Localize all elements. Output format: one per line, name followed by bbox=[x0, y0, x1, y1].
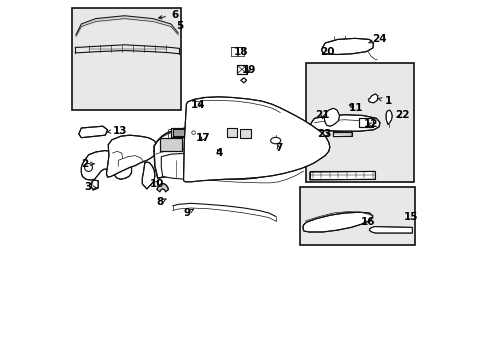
Text: 5: 5 bbox=[176, 21, 183, 31]
Polygon shape bbox=[241, 78, 246, 83]
Text: 10: 10 bbox=[149, 179, 163, 189]
Circle shape bbox=[84, 163, 92, 171]
Polygon shape bbox=[161, 153, 271, 179]
Polygon shape bbox=[202, 97, 211, 107]
Polygon shape bbox=[240, 129, 250, 138]
Polygon shape bbox=[321, 39, 373, 54]
Polygon shape bbox=[386, 110, 391, 125]
Text: 6: 6 bbox=[158, 10, 178, 20]
Text: 2: 2 bbox=[81, 159, 94, 169]
Text: 14: 14 bbox=[190, 100, 205, 111]
Text: 1: 1 bbox=[378, 96, 391, 106]
Polygon shape bbox=[91, 180, 98, 190]
Polygon shape bbox=[172, 129, 190, 135]
Text: 11: 11 bbox=[348, 103, 362, 113]
Text: 17: 17 bbox=[196, 133, 210, 143]
Polygon shape bbox=[358, 118, 372, 127]
Polygon shape bbox=[154, 126, 273, 178]
Polygon shape bbox=[226, 128, 237, 137]
Polygon shape bbox=[368, 226, 411, 233]
Polygon shape bbox=[160, 138, 182, 151]
Circle shape bbox=[191, 131, 195, 134]
Polygon shape bbox=[106, 135, 158, 177]
Text: 21: 21 bbox=[315, 111, 329, 121]
Text: 3: 3 bbox=[84, 182, 97, 192]
Polygon shape bbox=[236, 64, 247, 74]
Text: 19: 19 bbox=[242, 64, 256, 75]
Text: 13: 13 bbox=[107, 126, 127, 135]
Polygon shape bbox=[309, 171, 375, 180]
Polygon shape bbox=[183, 97, 329, 182]
Text: 24: 24 bbox=[368, 35, 386, 44]
Text: 7: 7 bbox=[274, 143, 282, 153]
Polygon shape bbox=[303, 212, 372, 232]
Bar bbox=[300, 187, 414, 244]
Text: 12: 12 bbox=[363, 120, 378, 129]
Text: 20: 20 bbox=[319, 46, 333, 57]
Bar bbox=[305, 63, 413, 182]
Text: 16: 16 bbox=[360, 217, 375, 227]
Polygon shape bbox=[324, 108, 339, 126]
Polygon shape bbox=[81, 150, 131, 180]
Polygon shape bbox=[367, 94, 377, 103]
Polygon shape bbox=[272, 136, 287, 159]
Text: 18: 18 bbox=[233, 46, 247, 57]
Text: 15: 15 bbox=[403, 212, 418, 221]
Polygon shape bbox=[171, 128, 194, 137]
Polygon shape bbox=[333, 131, 351, 136]
Text: 23: 23 bbox=[317, 129, 331, 139]
Polygon shape bbox=[79, 126, 107, 138]
Polygon shape bbox=[228, 138, 264, 153]
Polygon shape bbox=[157, 184, 168, 192]
Text: 4: 4 bbox=[215, 148, 223, 158]
Polygon shape bbox=[310, 115, 379, 131]
Text: 8: 8 bbox=[156, 197, 166, 207]
Text: 22: 22 bbox=[394, 111, 409, 121]
Ellipse shape bbox=[270, 137, 280, 144]
Polygon shape bbox=[142, 162, 155, 189]
Text: 9: 9 bbox=[183, 208, 193, 218]
Polygon shape bbox=[188, 137, 221, 152]
Bar bbox=[72, 8, 181, 110]
